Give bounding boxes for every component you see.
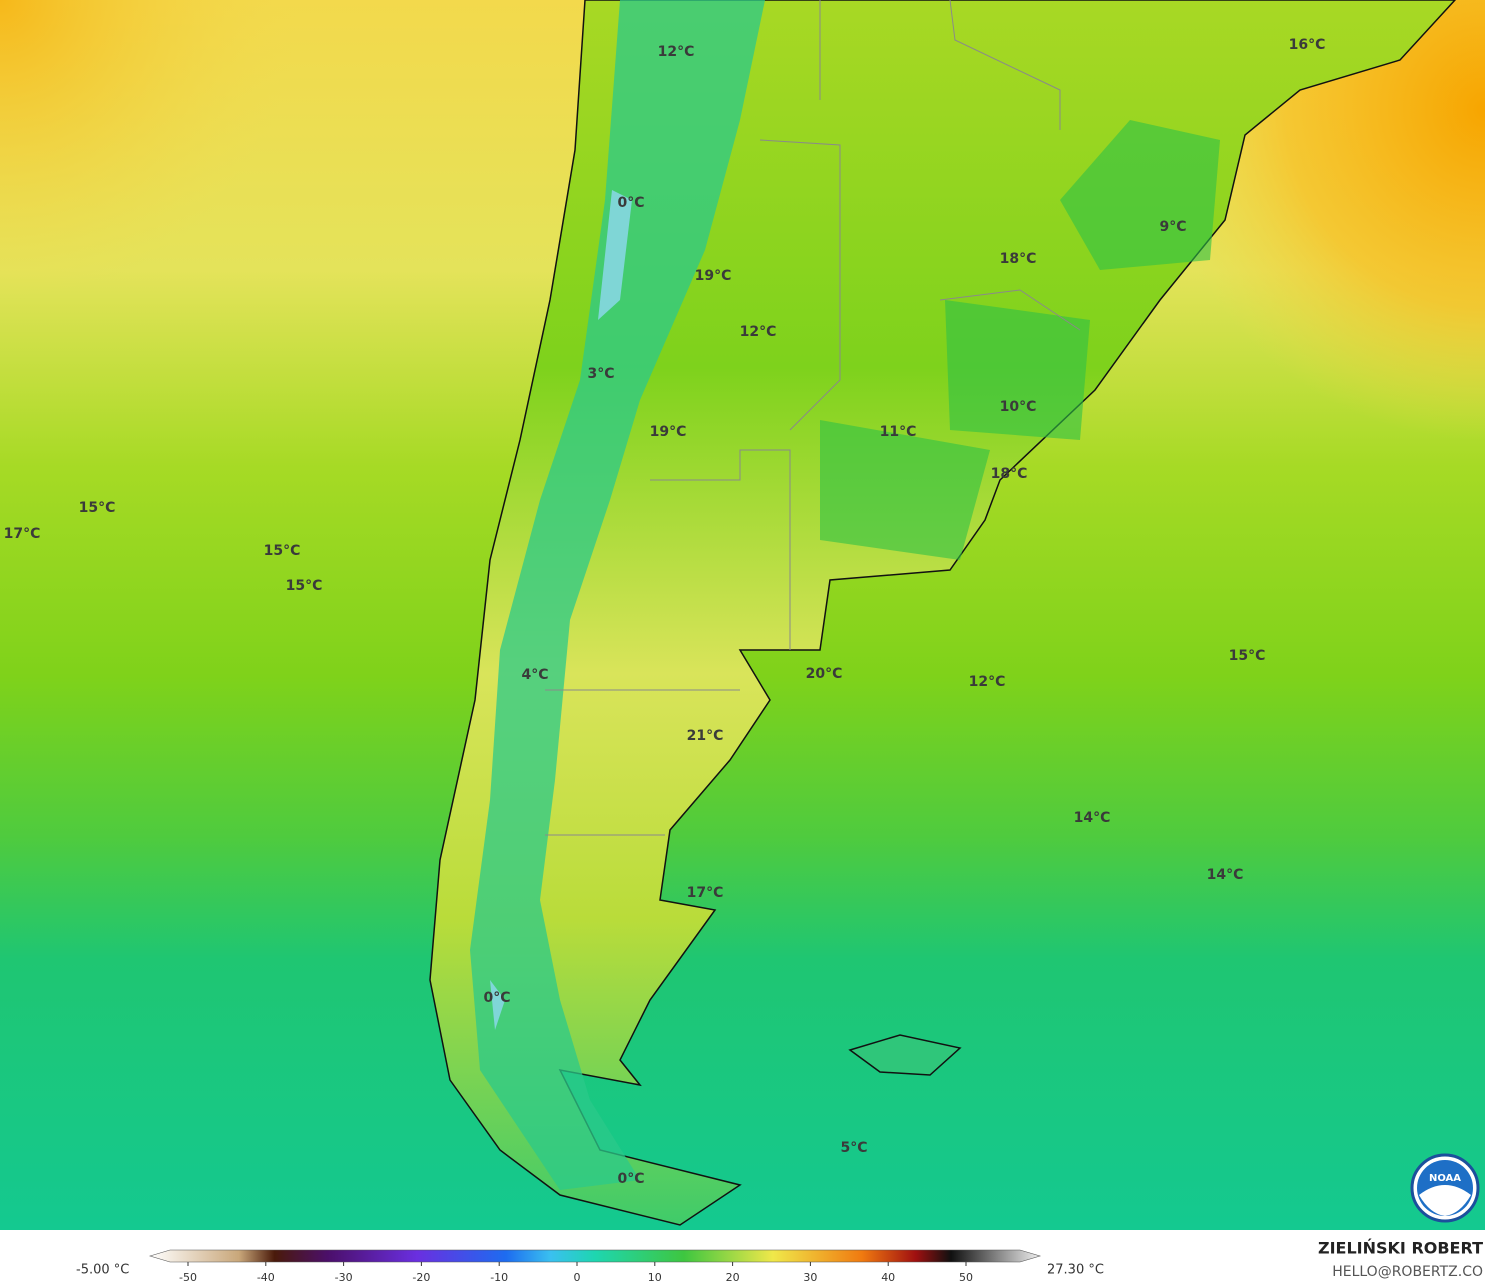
temperature-label: 4°C [521, 667, 548, 683]
colorbar-tick-label: 40 [881, 1271, 895, 1284]
temperature-label: 5°C [840, 1140, 867, 1156]
continent [429, 0, 1457, 1226]
borders [545, 0, 1081, 836]
temperature-label: 16°C [1289, 37, 1326, 53]
temperature-label: 21°C [687, 728, 724, 744]
temperature-label: 19°C [695, 268, 732, 284]
temperature-label: 3°C [587, 366, 614, 382]
temperature-label: 18°C [991, 466, 1028, 482]
colorbar-tick-label: -50 [179, 1271, 197, 1284]
colorbar-min: -5.00 °C [76, 1263, 129, 1278]
temperature-label: 14°C [1074, 810, 1111, 826]
colorbar-tick-label: 10 [648, 1271, 662, 1284]
colorbar-tick-label: 50 [959, 1271, 973, 1284]
temperature-label: 12°C [969, 674, 1006, 690]
colorbar-tick-label: -40 [257, 1271, 275, 1284]
temperature-label: 15°C [264, 543, 301, 559]
temperature-label: 11°C [880, 424, 917, 440]
temperature-label: 15°C [1229, 648, 1266, 664]
colorbar-tick-label: 0 [574, 1271, 581, 1284]
temperature-label: 18°C [1000, 251, 1037, 267]
colorbar [148, 1249, 1042, 1263]
temperature-label: 0°C [617, 1171, 644, 1187]
temperature-label: 12°C [740, 324, 777, 340]
cold-peak [490, 190, 632, 1030]
temperature-label: 19°C [650, 424, 687, 440]
temperature-label: 9°C [1159, 219, 1186, 235]
temperature-label: 17°C [4, 526, 41, 542]
noaa-logo: NOAA [1410, 1153, 1480, 1223]
temperature-label: 15°C [79, 500, 116, 516]
temperature-label: 15°C [286, 578, 323, 594]
colorbar-tick-label: -30 [335, 1271, 353, 1284]
temperature-label: 17°C [687, 885, 724, 901]
temperature-label: 0°C [617, 195, 644, 211]
temperature-label: 12°C [658, 44, 695, 60]
colorbar-tick-label: -10 [490, 1271, 508, 1284]
colorbar-tick-label: 30 [803, 1271, 817, 1284]
island [848, 1034, 962, 1076]
colorbar-tick-label: 20 [726, 1271, 740, 1284]
temperature-label: 0°C [483, 990, 510, 1006]
colorbar-tick-label: -20 [412, 1271, 430, 1284]
cool-land [820, 120, 1220, 560]
credit-name: ZIELIŃSKI ROBERT [1318, 1239, 1483, 1258]
temperature-label: 20°C [806, 666, 843, 682]
colorbar-max: 27.30 °C [1047, 1263, 1104, 1278]
credit-contact: HELLO@ROBERTZ.CO [1332, 1264, 1483, 1280]
temperature-label: 14°C [1207, 867, 1244, 883]
logo-text: NOAA [1429, 1173, 1461, 1184]
temperature-label: 10°C [1000, 399, 1037, 415]
